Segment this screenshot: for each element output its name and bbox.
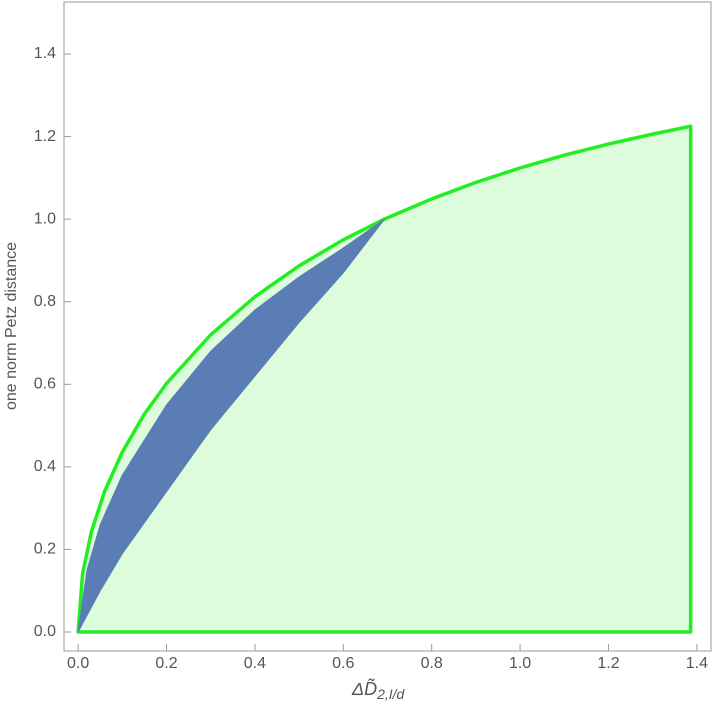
x-tick-label: 1.2 bbox=[597, 655, 619, 672]
x-axis-label-sub: 2,I/d bbox=[376, 686, 405, 702]
region bbox=[76, 124, 693, 634]
x-tick-label: 0.8 bbox=[421, 655, 443, 672]
x-tick-label: 0.0 bbox=[67, 655, 89, 672]
y-tick-label: 0.6 bbox=[34, 376, 56, 393]
y-tick-label: 1.4 bbox=[34, 45, 56, 62]
scatter-band bbox=[77, 218, 385, 633]
y-tick-label: 1.0 bbox=[34, 210, 56, 227]
y-axis-label: one norm Petz distance bbox=[3, 242, 20, 410]
y-tick-label: 0.4 bbox=[34, 458, 56, 475]
x-tick-label: 1.0 bbox=[509, 655, 531, 672]
y-tick-label: 0.2 bbox=[34, 541, 56, 558]
x-tick-label: 1.4 bbox=[686, 655, 708, 672]
y-tick-label: 0.0 bbox=[34, 623, 56, 640]
y-tick-label: 0.8 bbox=[34, 293, 56, 310]
x-tick-label: 0.6 bbox=[332, 655, 354, 672]
x-axis-label: ΔD̃2,I/d bbox=[351, 678, 406, 702]
y-tick-label: 1.2 bbox=[34, 128, 56, 145]
x-tick-label: 0.2 bbox=[155, 655, 177, 672]
x-axis-label-main: ΔD̃ bbox=[351, 678, 377, 699]
x-tick-label: 0.4 bbox=[244, 655, 266, 672]
plot-frame bbox=[63, 1, 712, 652]
